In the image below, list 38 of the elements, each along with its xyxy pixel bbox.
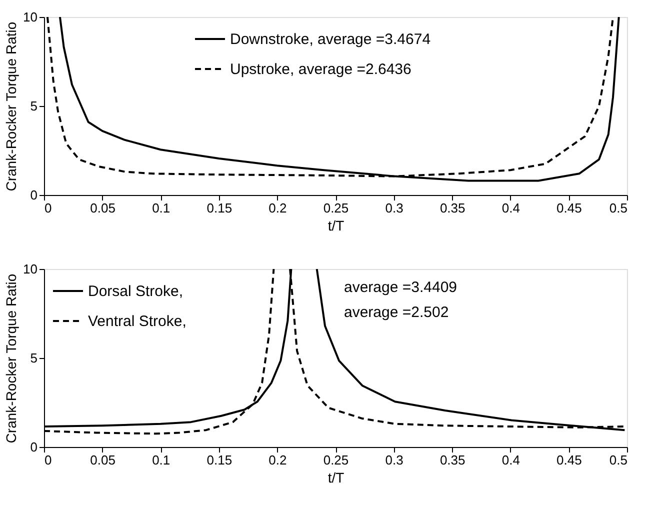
x-axis-title: t/T	[328, 470, 345, 486]
x-tick-label: 0.3	[385, 200, 404, 216]
y-tick-label: 10	[23, 262, 38, 276]
x-tick-label: 0.15	[206, 452, 232, 468]
x-tick-label: 0.15	[206, 200, 232, 216]
x-tick-label: 0.05	[90, 452, 116, 468]
x-tick-label: 0.1	[152, 200, 170, 216]
legend-label: Ventral Stroke,	[88, 313, 186, 330]
x-axis-title: t/T	[328, 218, 345, 234]
annotation: average =2.502	[344, 304, 449, 321]
y-tick-label: 5	[30, 98, 38, 114]
x-tick-label: 0	[44, 200, 52, 216]
x-tick-label: 0.4	[502, 452, 520, 468]
y-tick-label: 5	[30, 350, 38, 366]
x-tick-label: 0.25	[323, 200, 349, 216]
x-tick-label: 0.5	[609, 200, 628, 216]
x-tick-label: 0.35	[440, 452, 466, 468]
annotation: average =3.4409	[344, 279, 458, 296]
y-tick-label: 0	[30, 440, 38, 454]
y-tick-label: 10	[23, 10, 38, 24]
x-tick-label: 0.05	[90, 200, 116, 216]
y-axis-title: Crank-Rocker Torque Ratio	[3, 22, 20, 192]
x-tick-label: 0.1	[152, 452, 170, 468]
x-tick-label: 0.45	[556, 200, 582, 216]
x-tick-label: 0.5	[609, 452, 628, 468]
x-tick-label: 0.45	[556, 452, 582, 468]
x-tick-label: 0.3	[385, 452, 404, 468]
legend-label: Dorsal Stroke,	[88, 283, 184, 300]
x-tick-label: 0.25	[323, 452, 349, 468]
legend-label: Downstroke, average =3.4674	[230, 31, 431, 48]
legend-label: Upstroke, average =2.6436	[230, 61, 412, 78]
y-tick-label: 0	[30, 188, 38, 202]
x-tick-label: 0.35	[440, 200, 466, 216]
y-axis-title: Crank-Rocker Torque Ratio	[3, 274, 20, 444]
x-tick-label: 0	[44, 452, 52, 468]
x-tick-label: 0.2	[268, 200, 287, 216]
x-tick-label: 0.4	[502, 200, 520, 216]
x-tick-label: 0.2	[268, 452, 287, 468]
